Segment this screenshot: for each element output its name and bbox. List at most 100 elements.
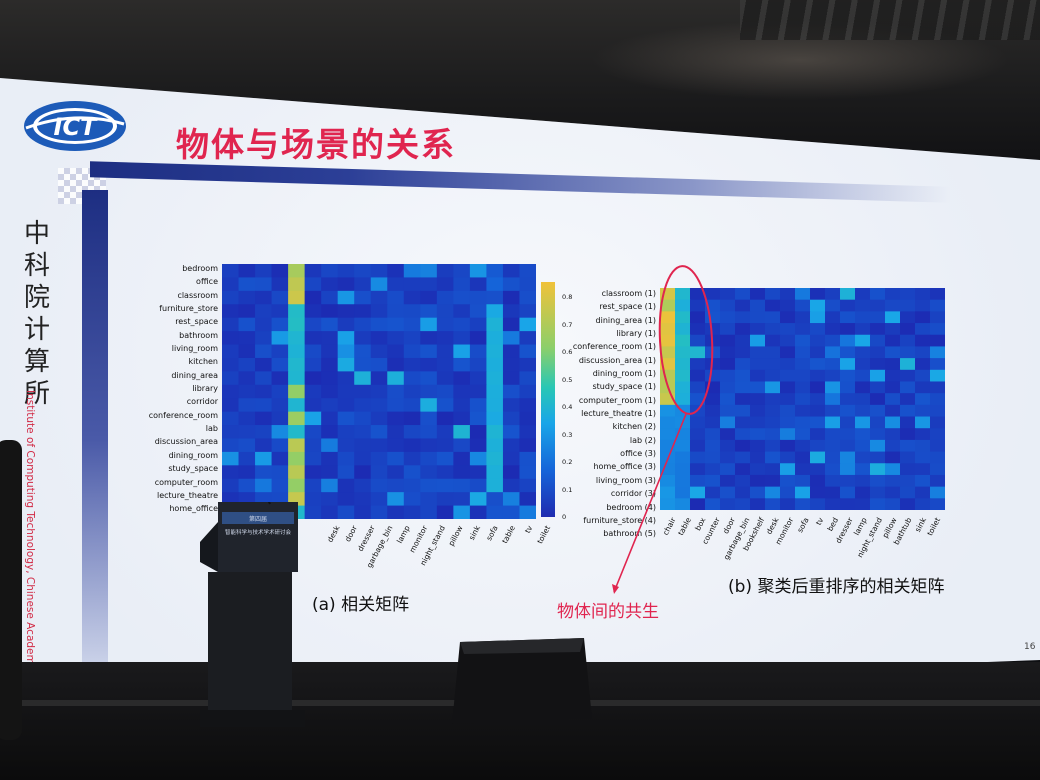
heatmap-cell <box>453 438 471 453</box>
matrix-a-caption: (a) 相关矩阵 <box>312 595 410 615</box>
heatmap-cell <box>765 369 781 382</box>
heatmap-cell <box>930 358 945 371</box>
heatmap-cell <box>271 411 289 426</box>
heatmap-cell <box>337 438 355 453</box>
heatmap-cell <box>370 465 388 480</box>
heatmap-cell <box>810 369 826 382</box>
heatmap-cell <box>370 317 388 332</box>
matrix-b-row-label: office (3) <box>620 449 656 459</box>
heatmap-cell <box>855 486 871 499</box>
heatmap-cell <box>337 331 355 346</box>
heatmap-cell <box>735 428 751 441</box>
heatmap-cell <box>255 411 273 426</box>
heatmap-cell <box>403 317 421 332</box>
heatmap-cell <box>304 277 322 292</box>
heatmap-cell <box>660 463 676 476</box>
heatmap-cell <box>720 288 736 301</box>
heatmap-cell <box>387 344 405 359</box>
heatmap-cell <box>795 439 811 453</box>
heatmap-cell <box>420 398 438 413</box>
heatmap-cell <box>885 428 901 441</box>
heatmap-cell <box>486 277 504 292</box>
heatmap-cell <box>469 371 487 386</box>
heatmap-cell <box>453 331 471 346</box>
heatmap-cell <box>840 299 856 312</box>
heatmap-cell <box>720 311 736 324</box>
heatmap-cell <box>453 425 471 439</box>
colorbar-tick-label: 0.7 <box>562 320 573 329</box>
heatmap-cell <box>720 474 736 488</box>
heatmap-cell <box>660 474 676 488</box>
heatmap-cell <box>840 334 856 347</box>
heatmap-cell <box>453 492 471 507</box>
heatmap-cell <box>502 398 520 413</box>
heatmap-cell <box>321 425 339 439</box>
highlight-ellipse <box>658 265 714 415</box>
heatmap-cell <box>370 451 388 466</box>
heatmap-cell <box>930 439 945 453</box>
heatmap-cell <box>870 323 886 336</box>
heatmap-cell <box>337 344 355 359</box>
heatmap-cell <box>885 299 901 312</box>
heatmap-cell <box>469 357 487 372</box>
heatmap-cell <box>436 317 454 332</box>
heatmap-cell <box>453 264 471 278</box>
heatmap-cell <box>321 304 339 319</box>
heatmap-cell <box>810 416 826 429</box>
heatmap-cell <box>660 323 676 336</box>
heatmap-cell <box>780 416 796 429</box>
heatmap-cell <box>486 438 504 453</box>
heatmap-cell <box>855 404 871 418</box>
heatmap-cell <box>321 384 339 399</box>
heatmap-cell <box>675 486 691 499</box>
heatmap-cell <box>255 264 273 278</box>
heatmap-cell <box>354 451 372 466</box>
heatmap-cell <box>288 357 306 372</box>
heatmap-cell <box>795 369 811 382</box>
person-silhouette <box>0 440 22 740</box>
heatmap-cell <box>705 416 721 429</box>
heatmap-cell <box>337 492 355 507</box>
heatmap-cell <box>486 264 504 278</box>
heatmap-cell <box>502 425 520 439</box>
heatmap-cell <box>900 416 916 429</box>
heatmap-cell <box>885 439 901 453</box>
matrix-a-row-label: dining_room <box>168 450 218 460</box>
heatmap-cell <box>486 451 504 466</box>
heatmap-cell <box>436 371 454 386</box>
heatmap-cell <box>354 277 372 292</box>
heatmap-cell <box>750 404 766 418</box>
colorbar-tick-label: 0 <box>562 513 567 521</box>
heatmap-cell <box>840 404 856 418</box>
heatmap-cell <box>271 438 289 453</box>
heatmap-cell <box>288 465 306 480</box>
heatmap-cell <box>930 323 945 336</box>
heatmap-cell <box>321 264 339 278</box>
matrix-a-row-labels: bedroom office classroom furniture_store res… <box>120 262 218 516</box>
heatmap-cell <box>735 451 751 464</box>
heatmap-cell <box>855 311 871 324</box>
heatmap-cell <box>870 393 886 406</box>
heatmap-cell <box>795 404 811 418</box>
heatmap-cell <box>765 358 781 371</box>
heatmap-cell <box>810 393 826 406</box>
heatmap-cell <box>900 358 916 371</box>
heatmap-cell <box>915 416 931 429</box>
heatmap-cell <box>321 411 339 426</box>
heatmap-cell <box>519 371 536 386</box>
heatmap-cell <box>222 304 240 319</box>
heatmap-cell <box>238 264 256 278</box>
stage-monitor-speaker <box>452 638 592 724</box>
heatmap-cell <box>825 486 841 499</box>
matrix-b-row-label: lab (2) <box>629 435 656 445</box>
heatmap-cell <box>403 451 421 466</box>
matrix-a-row-label: kitchen <box>188 357 218 367</box>
heatmap-cell <box>354 492 372 507</box>
heatmap-cell <box>304 505 322 519</box>
heatmap-cell <box>855 498 871 510</box>
heatmap-cell <box>486 398 504 413</box>
heatmap-cell <box>705 404 721 418</box>
heatmap-cell <box>288 304 306 319</box>
heatmap-cell <box>885 346 901 359</box>
heatmap-cell <box>486 505 504 519</box>
